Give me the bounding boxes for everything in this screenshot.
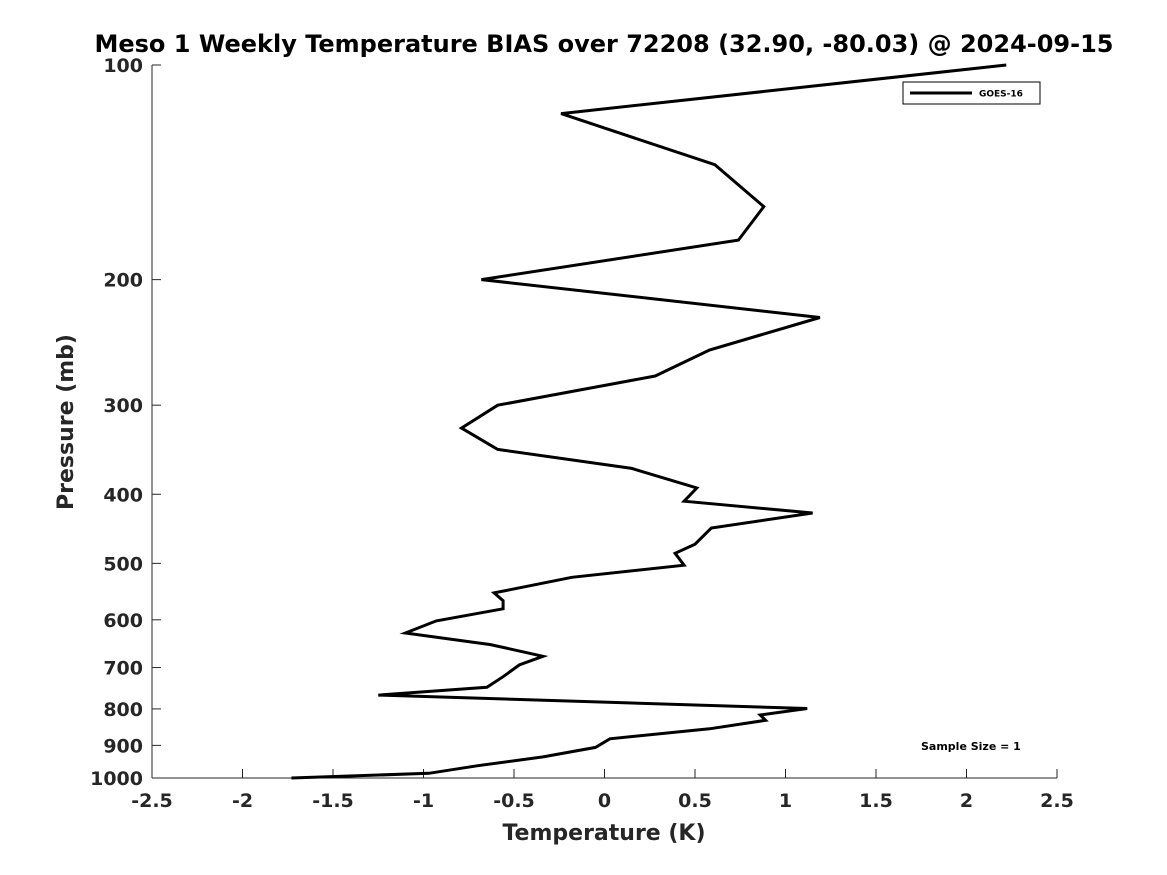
x-tick-label: 1	[779, 790, 792, 812]
y-tick-label: 100	[103, 55, 143, 77]
y-axis-ticks: 100 200 300 400 500 600 700 800 900 1000	[90, 55, 161, 790]
x-tick-label: 0	[598, 790, 611, 812]
x-axis-ticks: -2.5 -2 -1.5 -1 -0.5 0 0.5 1 1.5 2 2.5	[131, 769, 1074, 812]
y-tick-label: 900	[103, 735, 143, 757]
x-tick-label: 1.5	[859, 790, 893, 812]
legend-label: GOES-16	[979, 90, 1023, 100]
y-tick-label: 800	[103, 699, 143, 721]
y-tick-label: 600	[103, 610, 143, 632]
x-tick-label: -2	[232, 790, 253, 812]
series-line-goes-16	[291, 63, 1007, 780]
y-axis-label: Pressure (mb)	[54, 334, 79, 510]
legend: GOES-16	[902, 81, 1041, 105]
y-tick-label: 500	[103, 553, 143, 575]
y-tick-label: 400	[103, 484, 143, 506]
y-tick-label: 200	[103, 270, 143, 292]
y-tick-label: 1000	[90, 768, 143, 790]
x-tick-label: 2	[960, 790, 973, 812]
x-tick-label: 0.5	[678, 790, 712, 812]
x-tick-label: -1.5	[312, 790, 354, 812]
x-tick-label: -1	[413, 790, 434, 812]
y-tick-label: 300	[103, 395, 143, 417]
x-axis-label: Temperature (K)	[502, 821, 705, 846]
chart-title: Meso 1 Weekly Temperature BIAS over 7220…	[94, 30, 1113, 58]
y-tick-label: 700	[103, 658, 143, 680]
sample-size-annotation: Sample Size = 1	[921, 740, 1021, 753]
series-layer	[291, 63, 1007, 780]
x-tick-label: -2.5	[131, 790, 173, 812]
x-tick-label: 2.5	[1040, 790, 1074, 812]
x-tick-label: -0.5	[493, 790, 535, 812]
